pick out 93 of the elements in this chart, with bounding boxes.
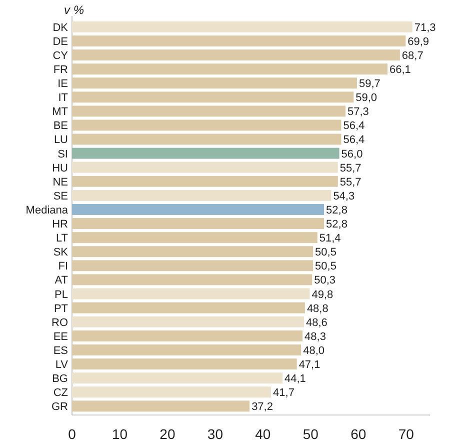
data-label: 57,3 bbox=[348, 106, 369, 118]
x-tick-label: 70 bbox=[398, 426, 414, 442]
y-tick-label: EE bbox=[53, 330, 68, 343]
y-tick-label: BE bbox=[53, 120, 68, 132]
y-tick-label: AT bbox=[54, 274, 68, 287]
y-tick-label: SK bbox=[53, 246, 69, 259]
bar bbox=[72, 176, 338, 187]
data-label: 59,0 bbox=[356, 92, 378, 104]
bar bbox=[72, 120, 342, 131]
y-tick-label: Mediana bbox=[26, 204, 69, 216]
bar bbox=[72, 35, 406, 46]
y-tick-label: HU bbox=[52, 162, 68, 174]
data-label: 59,7 bbox=[358, 78, 380, 90]
y-tick-label: PT bbox=[54, 302, 68, 315]
y-tick-label: LV bbox=[55, 358, 69, 371]
y-tick-label: BG bbox=[52, 373, 68, 386]
y-tick-label: LU bbox=[54, 134, 68, 146]
data-label: 50,3 bbox=[314, 274, 336, 287]
data-label: 48,6 bbox=[306, 316, 328, 329]
bar bbox=[72, 204, 324, 215]
x-tick-label: 10 bbox=[112, 426, 128, 442]
bar bbox=[72, 344, 302, 356]
x-axis-title: v % bbox=[64, 3, 84, 17]
bar bbox=[72, 330, 303, 342]
bar bbox=[72, 316, 304, 328]
y-tick-label: SI bbox=[58, 148, 68, 160]
y-tick-label: CY bbox=[52, 50, 69, 62]
bar bbox=[72, 218, 324, 229]
bar bbox=[72, 92, 354, 103]
data-label: 68,7 bbox=[402, 50, 424, 62]
x-tick-label: 50 bbox=[302, 426, 319, 442]
data-label: 55,7 bbox=[340, 176, 362, 188]
y-tick-label: DK bbox=[52, 22, 69, 34]
data-label: 52,8 bbox=[326, 218, 348, 231]
y-tick-label: NE bbox=[52, 176, 68, 188]
bar bbox=[72, 274, 312, 286]
bar bbox=[72, 288, 310, 300]
bar bbox=[72, 64, 388, 74]
data-label: 56,4 bbox=[343, 134, 365, 146]
data-label: 44,1 bbox=[284, 373, 306, 386]
data-label: 71,3 bbox=[414, 22, 436, 34]
bar bbox=[72, 246, 314, 258]
bar bbox=[72, 21, 412, 32]
x-tick-label: 60 bbox=[350, 426, 366, 442]
bar bbox=[72, 386, 272, 398]
y-tick-label: FR bbox=[53, 64, 68, 76]
data-label: 41,7 bbox=[273, 387, 294, 400]
bar bbox=[72, 148, 340, 159]
y-tick-label: ES bbox=[53, 344, 68, 357]
y-tick-label: LT bbox=[56, 232, 68, 245]
data-label: 50,5 bbox=[315, 260, 336, 273]
bar bbox=[72, 372, 283, 384]
data-label: 66,1 bbox=[390, 64, 411, 76]
y-tick-label: HR bbox=[52, 218, 68, 231]
y-tick-label: GR bbox=[52, 401, 68, 414]
x-tick-label: 30 bbox=[207, 426, 224, 442]
data-label: 47,1 bbox=[298, 358, 320, 371]
bar bbox=[72, 49, 400, 60]
data-label: 50,5 bbox=[315, 246, 336, 259]
data-label: 52,8 bbox=[326, 204, 348, 216]
x-tick-label: 40 bbox=[255, 426, 271, 442]
data-label: 56,4 bbox=[343, 120, 365, 132]
x-tick-label: 20 bbox=[160, 426, 176, 442]
bar bbox=[72, 162, 338, 173]
bar bbox=[72, 358, 297, 370]
data-label: 37,2 bbox=[252, 401, 273, 414]
data-label: 48,3 bbox=[304, 330, 326, 343]
data-label: 51,4 bbox=[319, 232, 341, 245]
y-tick-label: CZ bbox=[53, 387, 68, 400]
bar bbox=[72, 106, 346, 117]
data-label: 54,3 bbox=[333, 190, 355, 202]
y-tick-label: IT bbox=[58, 92, 68, 104]
x-tick-label: 0 bbox=[68, 426, 76, 442]
data-label: 69,9 bbox=[408, 36, 430, 48]
y-tick-label: MT bbox=[52, 106, 68, 118]
bar bbox=[72, 232, 318, 244]
bar bbox=[72, 260, 314, 272]
bar bbox=[72, 190, 332, 201]
bar bbox=[72, 134, 342, 145]
y-tick-label: RO bbox=[52, 316, 68, 329]
data-label: 48,8 bbox=[306, 302, 328, 315]
y-tick-label: FI bbox=[58, 260, 68, 273]
data-label: 48,0 bbox=[303, 344, 325, 357]
data-label: 55,7 bbox=[340, 162, 362, 174]
y-tick-label: DE bbox=[52, 36, 68, 48]
data-label: 49,8 bbox=[312, 288, 334, 301]
bar bbox=[72, 78, 357, 89]
y-tick-label: SE bbox=[53, 190, 68, 202]
data-label: 56,0 bbox=[341, 148, 363, 160]
bar bbox=[72, 400, 250, 412]
y-tick-label: PL bbox=[54, 288, 68, 301]
y-tick-label: IE bbox=[58, 78, 68, 90]
bar bbox=[72, 302, 305, 314]
